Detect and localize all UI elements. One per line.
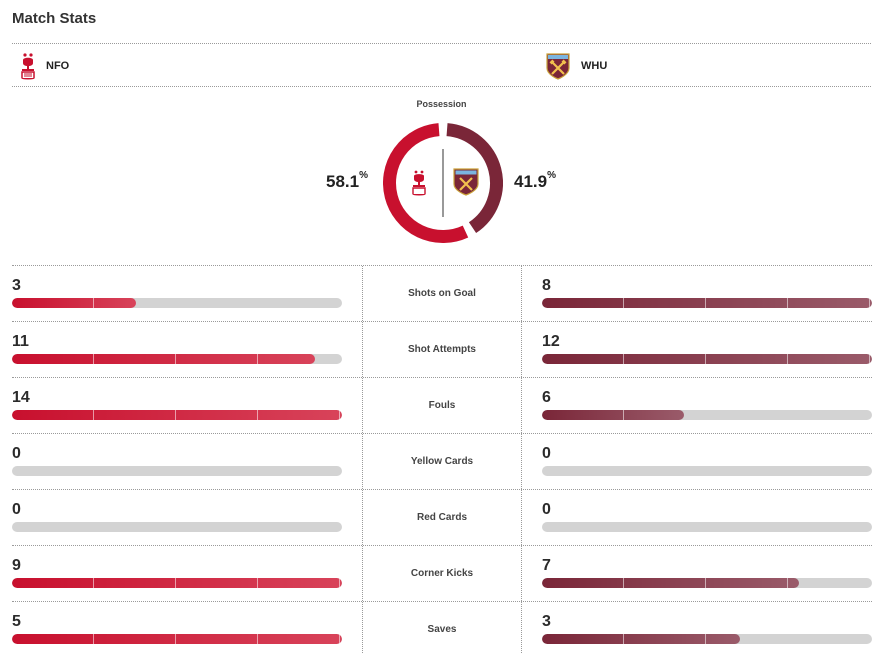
stat-label: Saves [362,602,522,653]
stat-label: Red Cards [362,490,522,545]
stat-row: 5 Saves 3 [12,601,872,653]
away-stat-bar [542,634,872,644]
away-stat-bar [542,466,872,476]
home-stat-value: 3 [12,277,21,294]
away-team-abbr: WHU [581,60,608,72]
home-stat-fill [12,298,136,308]
home-stat-value: 0 [12,501,21,518]
stat-row: 14 Fouls 6 [12,377,872,433]
away-stat-value: 0 [542,501,551,518]
away-stat-value: 7 [542,557,551,574]
home-stat-value: 11 [12,333,29,350]
stats-table: 3 Shots on Goal 8 11 Shot Attempts 12 14 Fouls 6… [12,265,872,653]
away-stat-bar [542,522,872,532]
divider [12,86,871,87]
away-team: WHU [545,52,607,80]
away-stat-bar [542,354,872,364]
possession-label: Possession [416,99,467,109]
away-stat-value: 12 [542,333,560,350]
home-stat-fill [12,578,342,588]
away-stat-bar [542,298,872,308]
home-stat-fill [12,634,342,644]
away-stat-fill [542,354,872,364]
stat-label: Shot Attempts [362,322,522,377]
stat-row: 0 Yellow Cards 0 [12,433,872,489]
home-stat-bar [12,298,342,308]
whu-crest-icon [453,168,479,196]
away-stat-fill [542,298,872,308]
home-stat-bar [12,578,342,588]
away-stat-value: 3 [542,613,551,630]
stat-row: 3 Shots on Goal 8 [12,265,872,321]
home-stat-value: 14 [12,389,30,406]
divider [12,43,871,44]
away-stat-value: 0 [542,445,551,462]
home-stat-bar [12,410,342,420]
home-stat-bar [12,354,342,364]
stat-row: 11 Shot Attempts 12 [12,321,872,377]
away-stat-fill [542,410,684,420]
whu-crest-icon [546,53,570,80]
page-title: Match Stats [12,10,97,27]
home-stat-bar [12,466,342,476]
stat-label: Yellow Cards [362,434,522,489]
nfo-crest-icon [21,53,35,80]
stat-label: Shots on Goal [362,266,522,321]
stat-label: Fouls [362,378,522,433]
possession-donut [383,123,503,243]
stat-label: Corner Kicks [362,546,522,601]
team-header: NFO WHU [12,44,871,86]
home-possession-value: 58.1% [326,170,368,191]
away-possession-value: 41.9% [514,170,556,191]
home-team-abbr: NFO [46,60,70,72]
nfo-crest-icon [412,170,426,196]
away-stat-bar [542,410,872,420]
away-stat-fill [542,634,740,644]
stat-row: 0 Red Cards 0 [12,489,872,545]
home-stat-fill [12,354,315,364]
home-stat-fill [12,410,342,420]
away-possession-arc [446,123,503,234]
away-stat-bar [542,578,872,588]
away-stat-value: 8 [542,277,551,294]
home-stat-value: 0 [12,445,21,462]
home-stat-value: 9 [12,557,21,574]
home-possession-arc [383,123,469,243]
away-stat-fill [542,578,799,588]
stat-row: 9 Corner Kicks 7 [12,545,872,601]
home-stat-value: 5 [12,613,21,630]
home-stat-bar [12,522,342,532]
home-team: NFO [20,52,69,80]
away-stat-value: 6 [542,389,551,406]
home-stat-bar [12,634,342,644]
